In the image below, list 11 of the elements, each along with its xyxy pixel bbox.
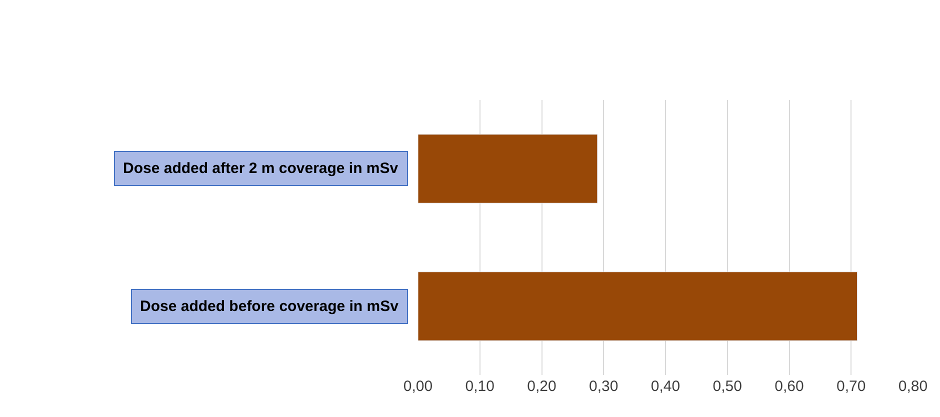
x-tick-label: 0,80 bbox=[898, 378, 928, 395]
y-tick-label: Dose added before coverage in mSv bbox=[140, 298, 400, 315]
x-tick-label: 0,10 bbox=[465, 378, 494, 395]
x-tick-label: 0,00 bbox=[403, 378, 433, 395]
x-tick-label: 0,60 bbox=[774, 378, 804, 395]
x-tick-label: 0,20 bbox=[527, 378, 556, 395]
x-tick-label: 0,70 bbox=[836, 378, 866, 395]
x-tick-label: 0,40 bbox=[650, 378, 680, 395]
x-tick-label: 0,50 bbox=[712, 378, 742, 395]
y-tick-label: Dose added after 2 m coverage in mSv bbox=[123, 160, 399, 177]
x-tick-label: 0,30 bbox=[589, 378, 618, 395]
